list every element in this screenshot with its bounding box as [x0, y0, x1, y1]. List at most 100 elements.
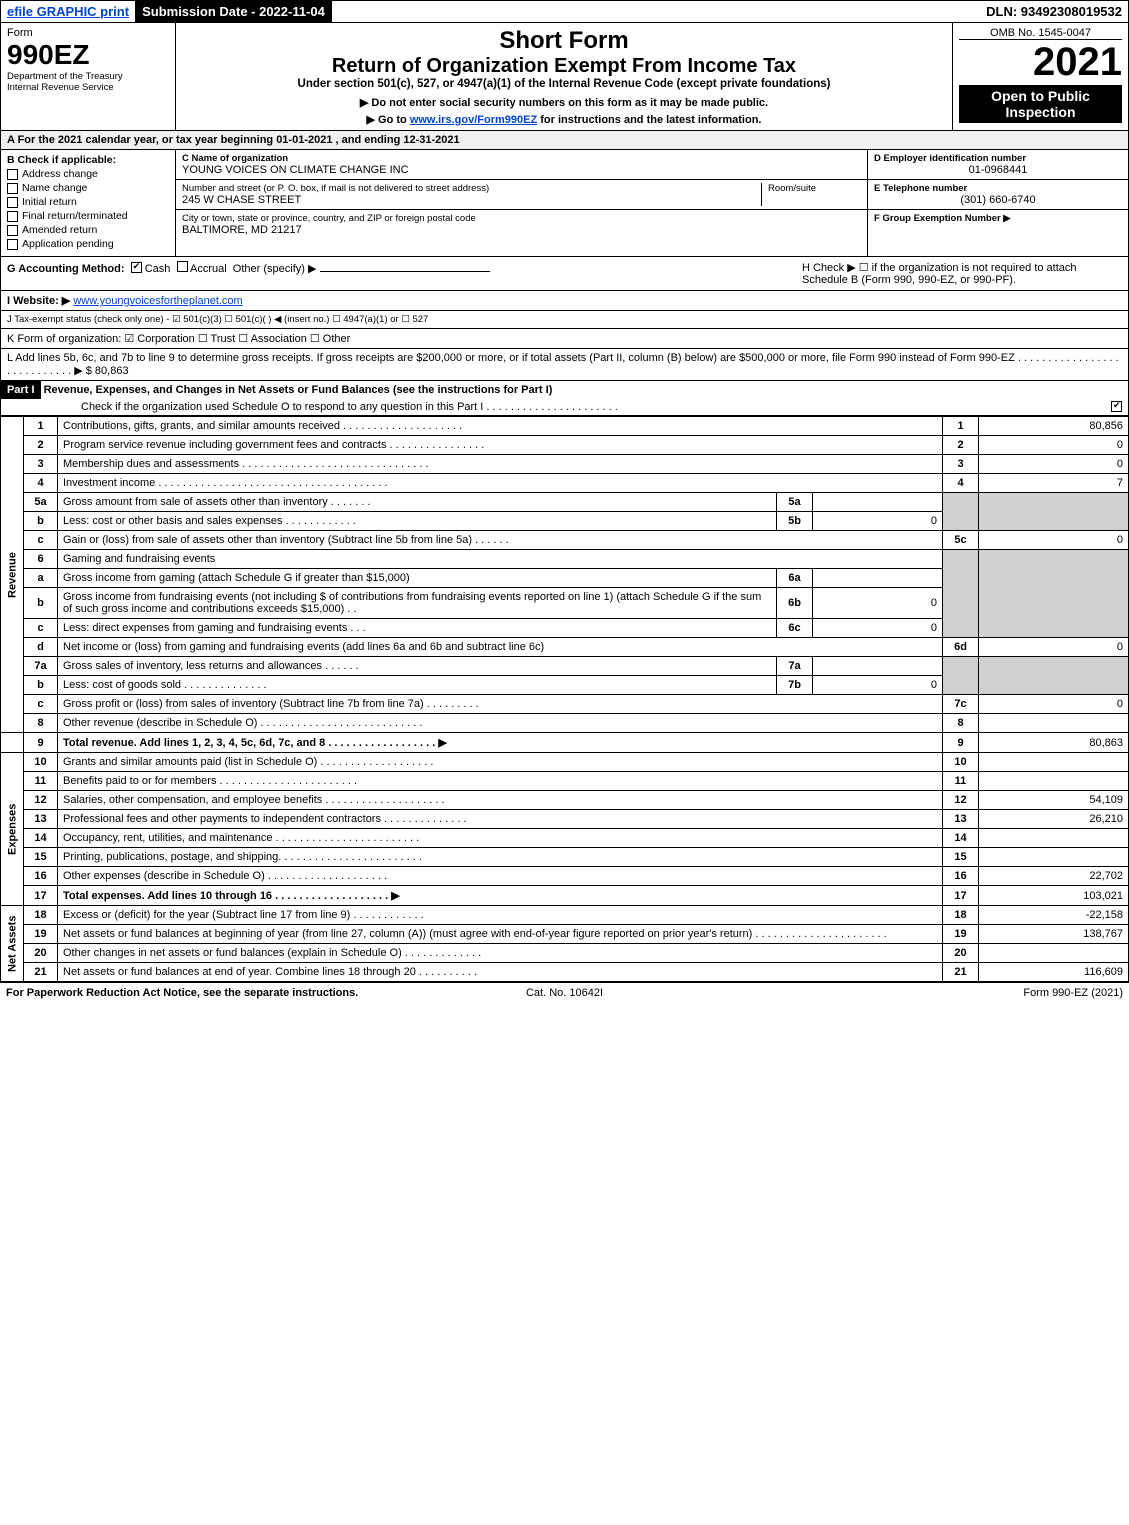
g-label: G Accounting Method:	[7, 263, 125, 275]
line-desc: Net income or (loss) from gaming and fun…	[58, 638, 943, 657]
line-rnum: 16	[943, 867, 979, 886]
footer-left: For Paperwork Reduction Act Notice, see …	[6, 987, 526, 999]
table-row: 13Professional fees and other payments t…	[1, 810, 1129, 829]
tax-year: 2021	[959, 40, 1122, 85]
line-desc: Gross income from fundraising events (no…	[58, 588, 777, 619]
footer-center: Cat. No. 10642I	[526, 987, 603, 999]
line-desc: Other expenses (describe in Schedule O) …	[58, 867, 943, 886]
cb-initial-return[interactable]: Initial return	[7, 196, 169, 208]
part1-tag: Part I	[1, 381, 41, 399]
line-num: c	[24, 531, 58, 550]
part1-check-o-text: Check if the organization used Schedule …	[81, 401, 1111, 413]
line-desc: Less: cost of goods sold . . . . . . . .…	[58, 676, 777, 695]
table-row: 17Total expenses. Add lines 10 through 1…	[1, 886, 1129, 906]
line-rnum: 18	[943, 906, 979, 925]
phone-value: (301) 660-6740	[874, 194, 1122, 206]
goto-link[interactable]: www.irs.gov/Form990EZ	[410, 114, 537, 126]
line-desc: Grants and similar amounts paid (list in…	[58, 753, 943, 772]
line-val: 54,109	[979, 791, 1129, 810]
row-j: J Tax-exempt status (check only one) - ☑…	[0, 311, 1129, 329]
cb-label: Initial return	[22, 196, 77, 208]
h-text: H Check ▶ ☐ if the organization is not r…	[802, 261, 1122, 286]
line-subnum: 5b	[777, 512, 813, 531]
table-row: 11Benefits paid to or for members . . . …	[1, 772, 1129, 791]
line-num: 2	[24, 436, 58, 455]
grey-cell	[943, 550, 979, 638]
line-subnum: 5a	[777, 493, 813, 512]
line-num: 21	[24, 963, 58, 982]
line-val	[979, 714, 1129, 733]
line-num: 20	[24, 944, 58, 963]
line-rnum: 13	[943, 810, 979, 829]
line-val: 0	[979, 436, 1129, 455]
cb-application-pending[interactable]: Application pending	[7, 238, 169, 250]
cb-label: Name change	[22, 182, 87, 194]
c-street-label: Number and street (or P. O. box, if mail…	[182, 183, 761, 194]
side-expenses: Expenses	[1, 753, 24, 906]
g-cash-label: Cash	[145, 263, 171, 275]
page-footer: For Paperwork Reduction Act Notice, see …	[0, 982, 1129, 1003]
efile-print-link[interactable]: efile GRAPHIC print	[1, 1, 136, 22]
line-rnum: 7c	[943, 695, 979, 714]
side-revenue: Revenue	[1, 417, 24, 733]
line-desc: Professional fees and other payments to …	[58, 810, 943, 829]
line-num: 12	[24, 791, 58, 810]
table-row: 21Net assets or fund balances at end of …	[1, 963, 1129, 982]
line-rnum: 20	[943, 944, 979, 963]
line-desc: Investment income . . . . . . . . . . . …	[58, 474, 943, 493]
line-desc: Gaming and fundraising events	[58, 550, 943, 569]
line-num: c	[24, 619, 58, 638]
org-street: 245 W CHASE STREET	[182, 194, 761, 206]
line-num: 13	[24, 810, 58, 829]
row-k: K Form of organization: ☑ Corporation ☐ …	[0, 329, 1129, 349]
cb-final-return[interactable]: Final return/terminated	[7, 210, 169, 222]
g-other-input[interactable]	[320, 271, 490, 272]
open-public-badge: Open to Public Inspection	[959, 85, 1122, 123]
line-subnum: 6b	[777, 588, 813, 619]
table-row: Expenses 10 Grants and similar amounts p…	[1, 753, 1129, 772]
goto-suffix: for instructions and the latest informat…	[537, 114, 761, 126]
table-row: 12Salaries, other compensation, and empl…	[1, 791, 1129, 810]
line-rnum: 4	[943, 474, 979, 493]
line-val	[979, 829, 1129, 848]
return-title: Return of Organization Exempt From Incom…	[186, 55, 942, 78]
short-form-title: Short Form	[186, 27, 942, 55]
g-other-label: Other (specify) ▶	[233, 263, 317, 275]
table-row: 19Net assets or fund balances at beginni…	[1, 925, 1129, 944]
cb-address-change[interactable]: Address change	[7, 168, 169, 180]
table-row: 2 Program service revenue including gove…	[1, 436, 1129, 455]
website-link[interactable]: www.youngvoicesfortheplanet.com	[73, 295, 242, 307]
cb-label: Amended return	[22, 224, 97, 236]
line-rnum: 12	[943, 791, 979, 810]
table-row: 8 Other revenue (describe in Schedule O)…	[1, 714, 1129, 733]
line-rnum: 15	[943, 848, 979, 867]
line-num: b	[24, 588, 58, 619]
line-desc: Salaries, other compensation, and employ…	[58, 791, 943, 810]
line-rnum: 6d	[943, 638, 979, 657]
subtitle: Under section 501(c), 527, or 4947(a)(1)…	[186, 78, 942, 90]
line-num: b	[24, 512, 58, 531]
cb-name-change[interactable]: Name change	[7, 182, 169, 194]
table-row: 5a Gross amount from sale of assets othe…	[1, 493, 1129, 512]
line-subval	[813, 657, 943, 676]
blank-side	[1, 733, 24, 753]
line-desc: Membership dues and assessments . . . . …	[58, 455, 943, 474]
line-val: -22,158	[979, 906, 1129, 925]
line-num: a	[24, 569, 58, 588]
cb-cash[interactable]	[131, 262, 142, 273]
cb-schedule-o[interactable]	[1111, 401, 1122, 412]
line-val: 0	[979, 695, 1129, 714]
line-num: 5a	[24, 493, 58, 512]
cb-amended-return[interactable]: Amended return	[7, 224, 169, 236]
line-num: 10	[24, 753, 58, 772]
line-num: 11	[24, 772, 58, 791]
table-row: c Gross profit or (loss) from sales of i…	[1, 695, 1129, 714]
cb-accrual[interactable]	[177, 261, 188, 272]
dept-label: Department of the Treasury	[7, 71, 169, 82]
line-desc: Total expenses. Add lines 10 through 16 …	[58, 886, 943, 906]
lines-table: Revenue 1 Contributions, gifts, grants, …	[0, 416, 1129, 982]
line-val: 80,856	[979, 417, 1129, 436]
line-val: 22,702	[979, 867, 1129, 886]
line-num: 19	[24, 925, 58, 944]
line-num: 16	[24, 867, 58, 886]
